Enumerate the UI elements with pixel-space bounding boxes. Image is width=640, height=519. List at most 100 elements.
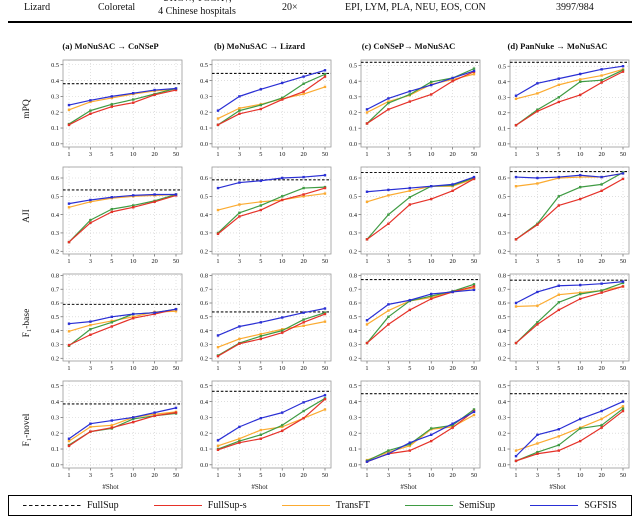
legend-line-transft-icon [281, 504, 330, 507]
svg-text:50: 50 [173, 472, 179, 479]
svg-text:0.0: 0.0 [498, 462, 506, 469]
svg-text:20: 20 [300, 258, 306, 265]
svg-text:0.5: 0.5 [498, 194, 506, 201]
svg-text:3: 3 [387, 258, 390, 265]
svg-text:0.0: 0.0 [349, 141, 357, 148]
svg-text:5: 5 [557, 151, 560, 158]
svg-text:10: 10 [577, 472, 583, 479]
svg-text:3: 3 [89, 151, 92, 158]
svg-text:0.2: 0.2 [51, 248, 59, 255]
svg-text:10: 10 [279, 472, 285, 479]
row-label-aji: AJI [22, 209, 32, 223]
svg-text:0.4: 0.4 [349, 399, 358, 406]
svg-text:1: 1 [67, 151, 70, 158]
svg-text:1: 1 [216, 472, 219, 479]
legend-label: SemiSup [458, 500, 496, 511]
svg-text:0.3: 0.3 [51, 94, 59, 101]
chart-a-fbase: 0.2 0.3 0.4 0.5 0.6 0.7 0.8 1 3 5 10 20 50 [51, 273, 183, 372]
legend-line-sgfsis-icon [530, 504, 579, 507]
svg-text:50: 50 [322, 151, 328, 158]
svg-text:3: 3 [89, 258, 92, 265]
legend-label: FullSup-s [207, 500, 247, 511]
svg-text:0.3: 0.3 [200, 230, 208, 237]
svg-text:0.1: 0.1 [200, 125, 208, 132]
svg-text:3: 3 [238, 365, 241, 372]
svg-text:5: 5 [110, 472, 113, 479]
legend-label: SGFSIS [584, 500, 617, 511]
col-title-a: (a) MoNuSAC → CoNSeP [62, 41, 159, 51]
svg-text:50: 50 [322, 258, 328, 265]
svg-text:0.4: 0.4 [349, 328, 358, 335]
svg-text:20: 20 [300, 472, 306, 479]
svg-text:3: 3 [387, 365, 390, 372]
table-cell-classes: EPI, LYM, PLA, NEU, EOS, CON [345, 2, 486, 13]
svg-text:10: 10 [428, 472, 434, 479]
legend-item-fullsup-s: FullSup-s [153, 500, 247, 511]
svg-text:50: 50 [322, 365, 328, 372]
svg-text:0.8: 0.8 [200, 273, 208, 280]
svg-text:1: 1 [514, 258, 517, 265]
svg-text:3: 3 [89, 365, 92, 372]
svg-text:0.2: 0.2 [498, 430, 506, 437]
legend-item-fullsup: FullSup [23, 500, 119, 511]
svg-text:0.3: 0.3 [349, 230, 357, 237]
chart-b-mpq: 0.0 0.1 0.2 0.3 0.4 0.5 1 3 5 10 20 50 [200, 59, 332, 158]
svg-text:0.3: 0.3 [200, 415, 208, 422]
svg-text:20: 20 [449, 258, 455, 265]
svg-text:3: 3 [89, 472, 92, 479]
svg-text:5: 5 [259, 151, 262, 158]
svg-text:0.2: 0.2 [200, 248, 208, 255]
svg-text:5: 5 [259, 258, 262, 265]
svg-text:1: 1 [67, 365, 70, 372]
svg-text:5: 5 [557, 472, 560, 479]
svg-text:0.7: 0.7 [51, 286, 59, 293]
svg-text:10: 10 [428, 258, 434, 265]
svg-text:0.5: 0.5 [200, 194, 208, 201]
svg-text:50: 50 [173, 365, 179, 372]
svg-text:0.7: 0.7 [200, 286, 208, 293]
svg-text:10: 10 [279, 258, 285, 265]
svg-text:1: 1 [216, 365, 219, 372]
svg-text:5: 5 [110, 151, 113, 158]
svg-text:5: 5 [408, 151, 411, 158]
svg-text:0.4: 0.4 [349, 78, 358, 85]
chart-b-fbase: 0.2 0.3 0.4 0.5 0.6 0.7 0.8 1 3 5 10 20 50 [200, 273, 332, 372]
svg-text:10: 10 [279, 151, 285, 158]
svg-text:0.4: 0.4 [51, 212, 60, 219]
svg-text:20: 20 [598, 258, 604, 265]
svg-text:0.2: 0.2 [349, 430, 357, 437]
svg-text:0.6: 0.6 [498, 175, 506, 182]
svg-text:20: 20 [151, 365, 157, 372]
table-cell-origin-line1: UHCW, TCGA†, [112, 0, 282, 4]
svg-text:3: 3 [238, 258, 241, 265]
svg-text:20: 20 [151, 151, 157, 158]
svg-text:1: 1 [514, 151, 517, 158]
svg-text:1: 1 [365, 365, 368, 372]
svg-text:0.5: 0.5 [51, 314, 59, 321]
col-title-b: (b) MoNuSAC → Lizard [214, 41, 305, 51]
chart-a-mpq: 0.0 0.1 0.2 0.3 0.4 0.5 1 3 5 10 20 50 [51, 59, 183, 158]
svg-text:0.1: 0.1 [51, 125, 59, 132]
svg-text:0.0: 0.0 [200, 462, 208, 469]
chart-d-fbase: 0.2 0.3 0.4 0.5 0.6 0.7 0.8 1 3 5 10 20 50 [498, 273, 630, 372]
svg-text:0.4: 0.4 [51, 78, 60, 85]
table-cell-dataset: Lizard [24, 2, 51, 13]
legend-line-fullsup-icon [23, 504, 81, 507]
svg-text:0.2: 0.2 [498, 355, 506, 362]
col-title-d: (d) PanNuke → MoNuSAC [507, 41, 608, 51]
svg-text:0.8: 0.8 [498, 273, 506, 280]
svg-text:3: 3 [536, 365, 539, 372]
svg-text:5: 5 [110, 365, 113, 372]
svg-text:20: 20 [598, 365, 604, 372]
svg-text:0.4: 0.4 [200, 212, 209, 219]
svg-text:5: 5 [259, 472, 262, 479]
svg-text:0.4: 0.4 [498, 79, 507, 86]
svg-text:5: 5 [408, 365, 411, 372]
svg-text:0.7: 0.7 [498, 286, 506, 293]
svg-text:50: 50 [322, 472, 328, 479]
svg-text:50: 50 [471, 151, 477, 158]
svg-text:1: 1 [67, 472, 70, 479]
svg-text:0.6: 0.6 [51, 300, 59, 307]
svg-text:50: 50 [620, 365, 626, 372]
svg-text:1: 1 [514, 472, 517, 479]
